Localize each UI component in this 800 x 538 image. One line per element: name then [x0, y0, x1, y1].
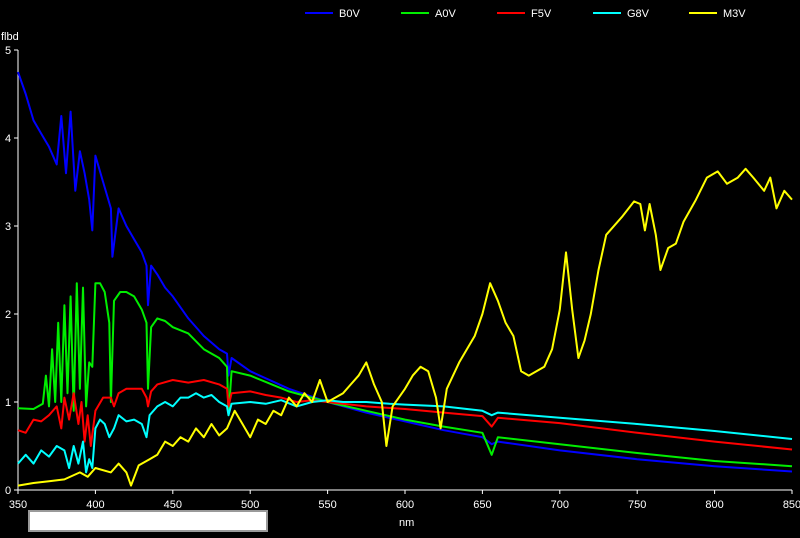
series-line-f5v — [17, 379, 793, 451]
y-tick-label: 3 — [5, 221, 11, 233]
x-tick-label: 450 — [164, 499, 182, 511]
series-line-g8v — [17, 392, 793, 474]
x-tick-group: 350 400 450 500 550 600 650 700 750 800 850 — [9, 490, 800, 511]
legend-label-a0v: A0V — [435, 8, 456, 20]
y-tick-label: 4 — [5, 133, 11, 145]
x-tick-label: 800 — [705, 499, 723, 511]
series-line-b0v — [17, 71, 793, 473]
x-tick-label: 650 — [473, 499, 491, 511]
text-input[interactable] — [28, 510, 268, 532]
y-axis-label: flbd — [1, 31, 19, 43]
legend-label-m3v: M3V — [723, 8, 746, 20]
series-line-m3v — [17, 167, 793, 487]
x-tick-label: 350 — [9, 499, 27, 511]
x-axis-label: nm — [399, 517, 414, 529]
y-tick-label: 0 — [5, 485, 11, 497]
x-tick-label: 700 — [551, 499, 569, 511]
y-tick-group: 0 1 2 3 4 5 — [5, 45, 18, 497]
legend-label-b0v: B0V — [339, 8, 360, 20]
x-tick-label: 500 — [241, 499, 259, 511]
series-line-a0v — [17, 282, 793, 468]
legend: B0V A0V F5V G8V M3V — [305, 8, 746, 20]
legend-label-g8v: G8V — [627, 8, 650, 20]
y-tick-label: 2 — [5, 309, 11, 321]
x-tick-label: 850 — [783, 499, 800, 511]
y-tick-label: 5 — [5, 45, 11, 57]
legend-label-f5v: F5V — [531, 8, 552, 20]
x-tick-label: 550 — [318, 499, 336, 511]
x-tick-label: 400 — [86, 499, 104, 511]
series-group — [17, 71, 793, 487]
x-tick-label: 750 — [628, 499, 646, 511]
y-tick-label: 1 — [5, 397, 11, 409]
x-tick-label: 600 — [396, 499, 414, 511]
